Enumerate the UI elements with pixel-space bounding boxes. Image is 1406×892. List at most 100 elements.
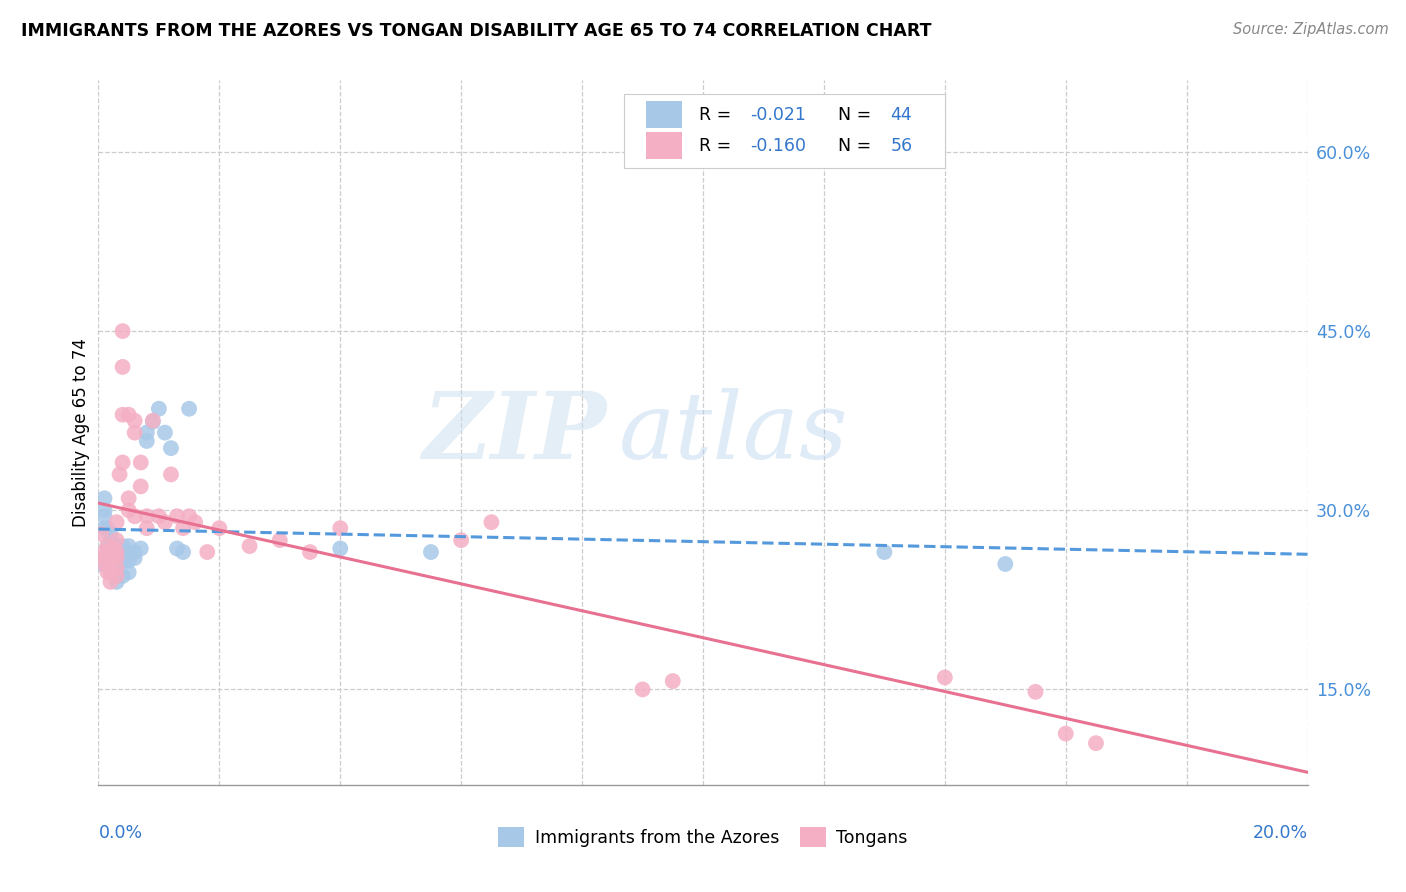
Point (100, 533, 122, 548)
Point (329, 521, 352, 535)
Point (1024, 685, 1046, 699)
Point (105, 560, 128, 574)
Point (105, 574, 128, 589)
Point (100, 545, 122, 559)
Point (105, 551, 128, 566)
Text: 0.0%: 0.0% (98, 824, 142, 842)
Point (124, 545, 146, 559)
Point (105, 541, 128, 556)
Point (105, 545, 128, 559)
Point (111, 549, 134, 563)
Point (103, 541, 125, 556)
Point (142, 414, 165, 428)
Point (105, 533, 128, 548)
Text: N =: N = (838, 106, 877, 124)
Point (135, 509, 157, 524)
Point (93, 521, 115, 535)
Point (148, 401, 170, 416)
Bar (647, 102, 682, 128)
Point (111, 569, 134, 583)
Point (96, 539, 118, 553)
Point (873, 545, 896, 559)
Point (160, 441, 183, 455)
Point (631, 682, 654, 697)
Point (118, 491, 141, 506)
Point (124, 414, 146, 428)
Point (934, 670, 956, 684)
Point (111, 408, 134, 422)
Text: Source: ZipAtlas.com: Source: ZipAtlas.com (1233, 22, 1389, 37)
Point (135, 434, 157, 448)
Point (195, 545, 218, 559)
Point (96, 539, 118, 553)
Point (148, 509, 170, 524)
Point (135, 425, 157, 440)
Point (103, 537, 125, 551)
Point (105, 551, 128, 566)
Point (239, 539, 262, 553)
Point (93, 545, 115, 559)
Point (124, 425, 146, 440)
Text: atlas: atlas (619, 388, 848, 477)
Point (118, 503, 141, 517)
Point (105, 563, 128, 577)
Text: R =: R = (699, 136, 737, 155)
Point (93, 557, 115, 571)
Point (93, 491, 115, 506)
Point (111, 324, 134, 338)
Point (450, 533, 472, 548)
Point (93, 503, 115, 517)
Point (994, 557, 1017, 571)
Text: -0.160: -0.160 (751, 136, 806, 155)
Point (481, 515, 503, 529)
Bar (647, 132, 682, 159)
Point (179, 401, 201, 416)
Point (108, 467, 131, 482)
Point (100, 553, 122, 567)
Point (111, 455, 134, 469)
Text: 44: 44 (890, 106, 912, 124)
Point (118, 566, 141, 580)
Point (329, 541, 352, 556)
Y-axis label: Disability Age 65 to 74: Disability Age 65 to 74 (72, 338, 90, 527)
Point (118, 539, 141, 553)
Point (153, 515, 176, 529)
Point (100, 566, 122, 580)
Point (172, 521, 194, 535)
FancyBboxPatch shape (624, 95, 945, 169)
Point (160, 467, 183, 482)
Point (111, 553, 134, 567)
Point (93, 551, 115, 566)
Point (208, 521, 231, 535)
Point (100, 545, 122, 559)
Point (1054, 726, 1077, 740)
Point (100, 574, 122, 589)
Point (166, 541, 188, 556)
Point (129, 455, 152, 469)
Text: N =: N = (838, 136, 877, 155)
Point (111, 359, 134, 374)
Point (90, 557, 112, 571)
Point (179, 509, 201, 524)
Point (420, 545, 443, 559)
Legend: Immigrants from the Azores, Tongans: Immigrants from the Azores, Tongans (491, 820, 915, 854)
Point (100, 539, 122, 553)
Point (118, 553, 141, 567)
Text: ZIP: ZIP (422, 388, 606, 477)
Point (105, 515, 128, 529)
Point (100, 551, 122, 566)
Text: -0.021: -0.021 (751, 106, 806, 124)
Point (105, 569, 128, 583)
Text: R =: R = (699, 106, 737, 124)
Point (129, 479, 152, 493)
Point (124, 509, 146, 524)
Point (142, 415, 165, 429)
Point (103, 549, 125, 563)
Point (269, 533, 291, 548)
Point (108, 545, 131, 559)
Text: 56: 56 (890, 136, 912, 155)
Point (1085, 736, 1108, 750)
Point (93, 509, 115, 524)
Point (172, 545, 194, 559)
Point (184, 515, 207, 529)
